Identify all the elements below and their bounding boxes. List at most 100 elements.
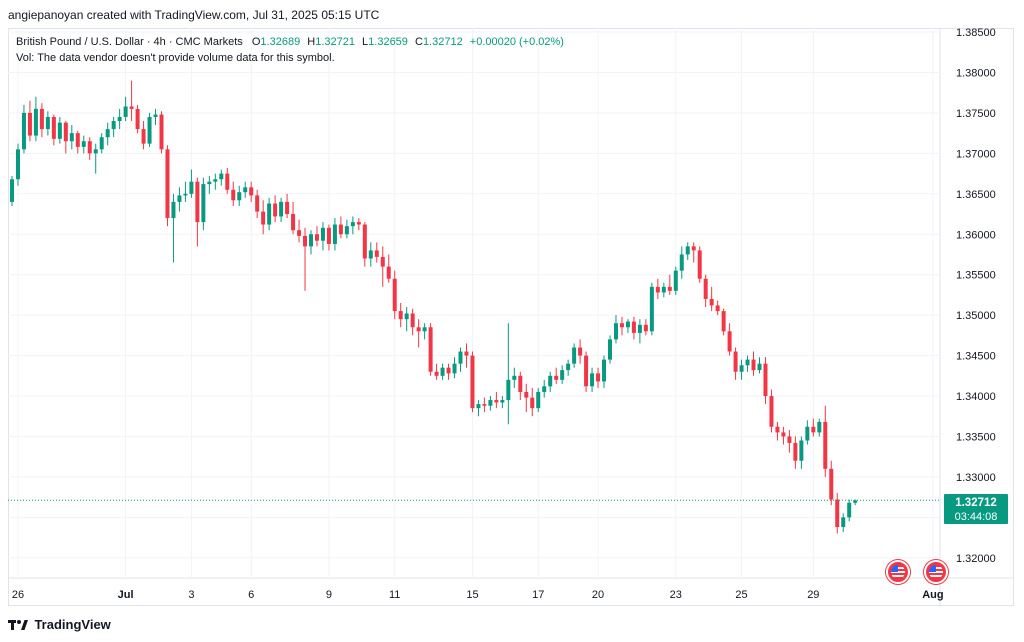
candle [751, 351, 756, 376]
candle [243, 181, 248, 198]
candle-body [69, 133, 74, 142]
candle-body [189, 181, 194, 194]
candle [195, 177, 200, 247]
candle [153, 108, 158, 126]
candle-body [416, 327, 421, 332]
candle [57, 116, 62, 144]
candle [458, 347, 463, 372]
time-tick-label: 17 [532, 589, 544, 601]
candle-body [27, 112, 32, 136]
price-axis[interactable]: 1.38500 1.38000 1.37500 1.37000 1.36500 1.360… [956, 28, 996, 565]
candle-body [135, 108, 140, 130]
candle-body [207, 181, 212, 185]
candle [416, 319, 421, 348]
candle-body [374, 250, 379, 257]
candle-body [165, 149, 170, 219]
tradingview-logo-icon[interactable] [8, 618, 28, 632]
candle [829, 460, 834, 506]
candle [63, 121, 68, 154]
candle [10, 176, 14, 206]
candle-body [87, 141, 92, 154]
candle [356, 218, 361, 231]
candle-body [823, 421, 828, 469]
candle [554, 367, 559, 384]
candle-body [326, 227, 331, 244]
candle [500, 396, 505, 409]
symbol-legend: British Pound / U.S. Dollar · 4h · CMC M… [16, 34, 564, 66]
candle [428, 323, 433, 376]
symbol-title[interactable]: British Pound / U.S. Dollar · 4h · CMC M… [16, 36, 243, 48]
us-flag-icon[interactable] [924, 560, 948, 584]
flag-canton [929, 565, 936, 572]
candle-body [673, 270, 678, 291]
footer: TradingView [8, 616, 111, 636]
candle [135, 104, 140, 134]
candle [578, 339, 583, 364]
candle-body [787, 436, 792, 443]
candle [745, 355, 750, 372]
candle [326, 224, 331, 251]
price-tick-label: 1.33000 [956, 472, 996, 484]
price-tick-label: 1.37000 [956, 148, 996, 160]
candle-body [763, 363, 768, 397]
time-tick-label: 6 [248, 589, 254, 601]
candle-body [691, 246, 696, 251]
candle [189, 169, 194, 198]
candle-body [195, 181, 200, 223]
candle [386, 254, 391, 283]
candle-body [39, 108, 44, 130]
candle-body [422, 327, 427, 332]
candle-body [811, 426, 816, 433]
candle-body [739, 365, 744, 372]
candle-body [584, 355, 589, 387]
candle [566, 359, 571, 376]
candle-body [631, 321, 636, 333]
candle-body [309, 234, 313, 247]
time-tick-label: 11 [389, 589, 400, 601]
candle [51, 114, 56, 146]
price-tick-label: 1.38500 [956, 28, 996, 39]
candle-body [769, 396, 774, 427]
candle-body [506, 379, 511, 401]
candle-body [446, 367, 451, 374]
candle-body [721, 311, 726, 332]
candle-body [560, 370, 565, 380]
candle [835, 493, 840, 534]
price-tick-label: 1.35000 [956, 310, 996, 322]
candle [350, 216, 355, 235]
candle [548, 371, 553, 392]
candle [446, 363, 451, 380]
candle-body [596, 373, 601, 382]
candle [249, 181, 254, 202]
candle-body [51, 116, 56, 139]
candle-body [727, 331, 732, 352]
candle-body [685, 246, 690, 255]
candle [817, 418, 822, 437]
candle [410, 308, 415, 336]
candle-body [428, 327, 433, 372]
candle-body [841, 517, 846, 528]
us-flag-icon[interactable] [886, 560, 910, 584]
candle-body [291, 214, 296, 231]
candlestick-chart[interactable]: 1.38500 1.38000 1.37500 1.37000 1.36500 1.360… [8, 28, 1014, 606]
candle-body [225, 173, 230, 190]
candle [560, 365, 565, 384]
candle-body [637, 324, 642, 333]
candle [93, 143, 98, 174]
candle [631, 316, 636, 340]
candle-body [625, 321, 630, 328]
candle [422, 323, 427, 340]
candle [709, 286, 714, 312]
candle-body [482, 404, 487, 406]
candle [602, 355, 607, 388]
candle [488, 396, 493, 411]
candle [183, 181, 188, 202]
candle-body [237, 192, 242, 201]
time-tick-label: 25 [735, 589, 747, 601]
candle-body [494, 400, 499, 403]
candle-body [314, 234, 319, 241]
time-axis[interactable]: 26 Jul 3 6 9 11 15 17 20 23 25 29 Aug [12, 589, 944, 601]
candle-body [470, 355, 475, 409]
candle-body [703, 278, 708, 299]
candle [512, 367, 517, 388]
